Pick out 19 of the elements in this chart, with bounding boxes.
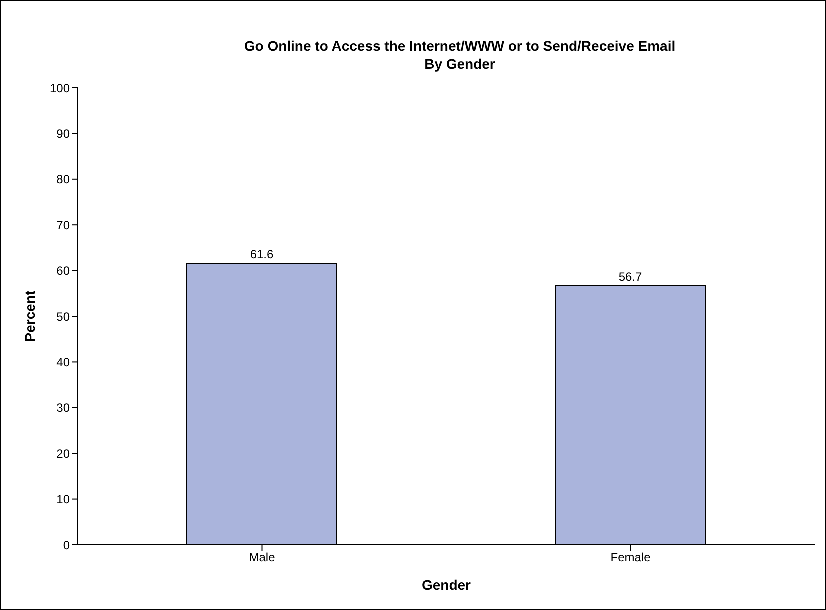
x-tick-label: Male	[249, 550, 276, 565]
y-tick-label: 90	[56, 126, 70, 141]
y-tick-label: 30	[56, 401, 70, 416]
y-tick-label: 50	[56, 310, 70, 324]
y-tick-label: 80	[56, 172, 70, 187]
chart-subtitle: By Gender	[424, 55, 496, 73]
chart-title: Go Online to Access the Internet/WWW or to Send/Receive Email	[244, 37, 676, 55]
y-tick-label: 40	[56, 355, 70, 370]
y-tick-label: 10	[56, 492, 70, 507]
y-tick-label: 20	[56, 446, 70, 461]
y-axis-title: Percent	[22, 290, 38, 342]
data-label: 56.7	[618, 270, 642, 284]
y-tick-label: 100	[50, 81, 70, 96]
data-label: 61.6	[250, 247, 274, 262]
x-tick-label: Female	[610, 550, 652, 565]
y-tick-label: 60	[56, 264, 70, 278]
y-tick-label: 0	[63, 538, 70, 552]
x-axis-title: Gender	[422, 577, 472, 593]
y-tick-label: 70	[56, 218, 70, 232]
